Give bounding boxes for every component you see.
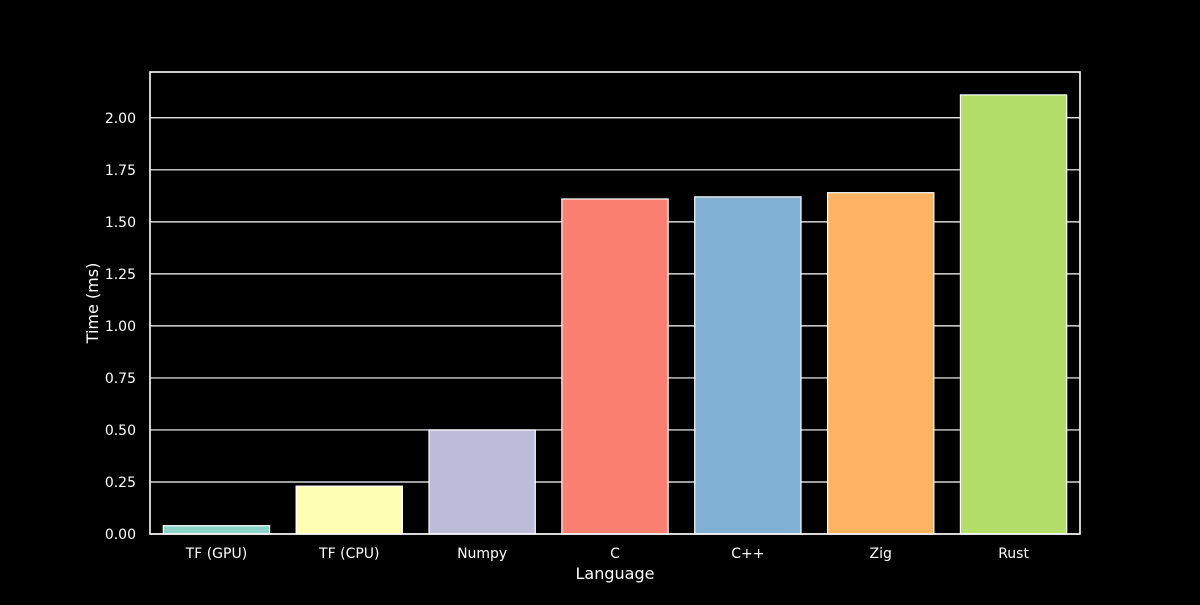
y-tick-labels: 0.00 0.25 0.50 0.75 1.00 1.25 1.50 1.75 2.00 bbox=[105, 111, 136, 543]
bar bbox=[959, 94, 1068, 535]
x-axis-title: Language bbox=[576, 564, 655, 583]
x-tick-label: Rust bbox=[998, 546, 1029, 562]
bar bbox=[162, 525, 271, 535]
y-tick-label: 0.75 bbox=[105, 371, 136, 387]
y-axis-title: Time (ms) bbox=[83, 263, 102, 345]
x-tick-label: C++ bbox=[731, 546, 764, 562]
x-tick-label: TF (GPU) bbox=[185, 546, 248, 562]
bar bbox=[295, 485, 404, 535]
y-tick-label: 2.00 bbox=[105, 111, 136, 127]
y-tick-label: 0.50 bbox=[105, 423, 136, 439]
x-tick-label: Zig bbox=[870, 546, 892, 562]
bar bbox=[826, 192, 935, 535]
bar bbox=[428, 429, 536, 535]
y-tick-label: 1.50 bbox=[105, 215, 136, 231]
x-tick-labels: TF (GPU) TF (CPU) Numpy C C++ Zig Rust bbox=[185, 546, 1030, 562]
x-tick-label: C bbox=[610, 546, 620, 562]
y-tick-label: 1.00 bbox=[105, 319, 136, 335]
bar bbox=[561, 198, 669, 535]
y-tick-label: 0.00 bbox=[105, 527, 136, 543]
y-tick-label: 1.25 bbox=[105, 267, 136, 283]
y-tick-label: 1.75 bbox=[105, 163, 136, 179]
bar bbox=[694, 196, 802, 535]
x-tick-label: TF (CPU) bbox=[318, 546, 379, 562]
plot-frame bbox=[149, 71, 1081, 535]
bars bbox=[162, 94, 1068, 535]
y-tick-label: 0.25 bbox=[105, 475, 136, 491]
x-tick-label: Numpy bbox=[457, 546, 507, 562]
